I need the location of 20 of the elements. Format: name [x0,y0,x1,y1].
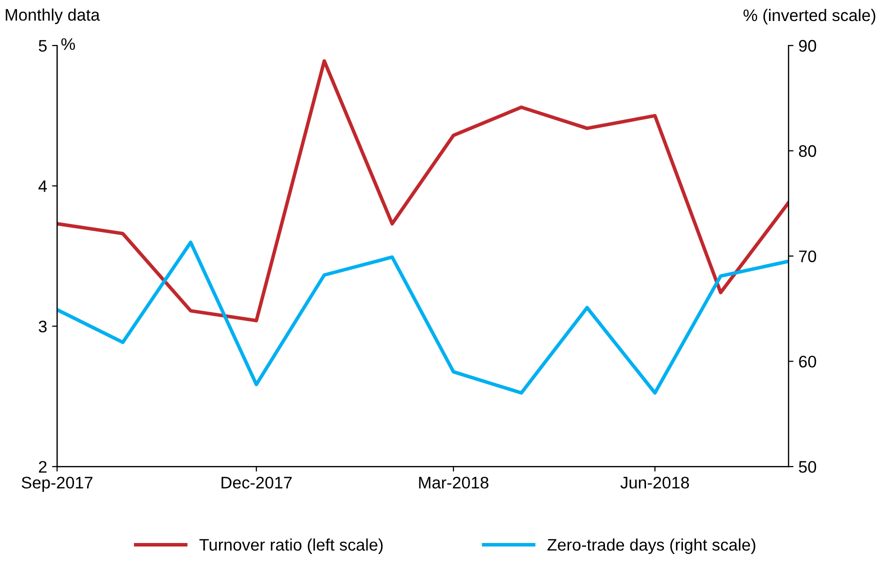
y2-tick-label: 60 [799,356,816,368]
text: Monthly data [6,8,100,24]
y-tick-label: 4 [38,180,47,192]
y-tick-label: 5 [38,40,47,52]
line-series [57,240,789,395]
line-series [57,59,789,322]
y2-tick-label: 70 [799,250,816,262]
legend-label: Turnover ratio (left scale) [199,538,383,554]
y2-tick-label: 50 [798,460,816,473]
y2-axis-title: % (inverted scale) [744,8,876,24]
legend-label: Zero-trade days (right scale) [548,538,756,554]
y2-tick-label: 80 [798,145,816,157]
x-tick-label: Dec-2017 [222,476,292,489]
y-axis-title: % [61,38,75,50]
y-tick-label: 3 [38,320,47,332]
x-tick-label: Mar-2018 [419,476,488,489]
y-tick-label: 2 [38,460,47,473]
y2-tick-label: 90 [799,40,816,52]
x-tick-label: Jun-2018 [620,476,689,489]
x-tick-label: Sep-2017 [22,476,92,492]
